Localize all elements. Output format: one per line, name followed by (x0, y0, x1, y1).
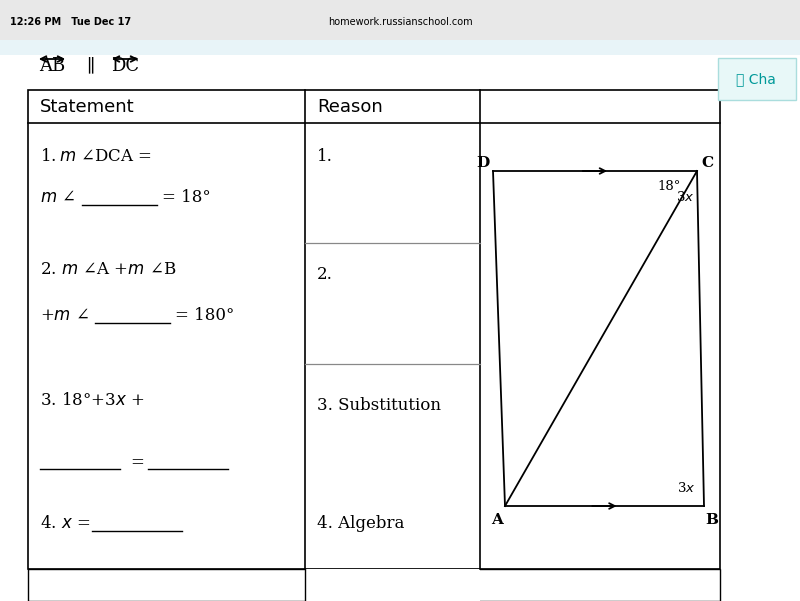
Text: 2. $m$ ∠A +$m$ ∠B: 2. $m$ ∠A +$m$ ∠B (40, 261, 177, 278)
Text: B: B (706, 513, 718, 527)
Text: 12:26 PM   Tue Dec 17: 12:26 PM Tue Dec 17 (10, 17, 131, 27)
Text: D: D (476, 156, 490, 170)
Bar (0, 0, 800, 40)
Text: 1. $m$ ∠DCA =: 1. $m$ ∠DCA = (40, 148, 152, 165)
Bar (28, 569, 720, 601)
Text: Statement: Statement (40, 98, 134, 116)
Text: = 18°: = 18° (162, 189, 210, 206)
Bar (305, 569, 480, 601)
Text: C: C (701, 156, 713, 170)
Text: 2.: 2. (317, 266, 333, 284)
Text: $m$ ∠: $m$ ∠ (40, 189, 75, 206)
Text: +$m$ ∠: +$m$ ∠ (40, 307, 89, 324)
Bar (28, 90, 720, 569)
Bar (718, 58, 796, 100)
Text: A: A (491, 513, 503, 527)
Bar (0, 40, 800, 55)
Text: 3. Substitution: 3. Substitution (317, 397, 441, 414)
Text: 4. $x$ =: 4. $x$ = (40, 516, 90, 532)
Text: 18°: 18° (658, 180, 681, 192)
Text: ∥: ∥ (86, 57, 94, 75)
Text: Reason: Reason (317, 98, 382, 116)
Text: 1.: 1. (317, 148, 333, 165)
Text: 4. Algebra: 4. Algebra (317, 516, 404, 532)
Text: DC: DC (111, 57, 139, 75)
Text: =: = (130, 454, 144, 471)
Text: homework.russianschool.com: homework.russianschool.com (328, 17, 472, 27)
Text: 3$x$: 3$x$ (677, 481, 695, 495)
Text: 3$x$: 3$x$ (676, 190, 694, 204)
Text: = 180°: = 180° (175, 307, 234, 324)
Text: 🔖 Cha: 🔖 Cha (736, 72, 776, 86)
Text: AB: AB (39, 57, 65, 75)
Text: 3. 18°+3$x$ +: 3. 18°+3$x$ + (40, 392, 144, 409)
